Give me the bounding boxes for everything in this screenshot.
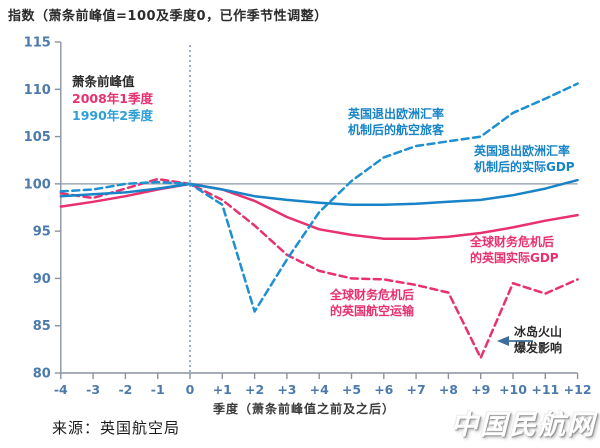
annotation-line: 全球财务危机后 — [330, 288, 415, 302]
legend-item-2008: 2008年1季度 — [72, 91, 153, 106]
annotation-line: 机制后的航空旅客 — [348, 123, 445, 137]
legend-title: 萧条前峰值 — [72, 74, 135, 89]
x-tick-label: +5 — [342, 382, 361, 397]
annotation-line: 全球财务危机后 — [470, 235, 555, 249]
annotation-gfc-air-transport: 全球财务危机后 的英国航空运输 — [330, 287, 414, 319]
x-tick-label: +3 — [277, 382, 296, 397]
x-tick-label: +9 — [471, 382, 490, 397]
annotation-line: 的英国航空运输 — [330, 304, 415, 318]
annotation-line: 机制后的实际GDP — [474, 160, 575, 174]
x-tick-label: -2 — [118, 382, 132, 397]
y-tick-label: 110 — [24, 83, 51, 98]
x-tick-label: +4 — [310, 382, 329, 397]
annotation-line: 的英国实际GDP — [470, 251, 559, 265]
volcano-arrow-head — [497, 336, 509, 346]
annotation-line: 冰岛火山 — [514, 325, 563, 339]
x-tick-label: +7 — [407, 382, 426, 397]
y-tick-label: 95 — [33, 225, 51, 240]
y-tick-label: 80 — [33, 367, 51, 382]
y-tick-label: 100 — [24, 177, 51, 192]
series-line-0 — [59, 182, 579, 240]
x-tick-label: -3 — [86, 382, 100, 397]
series-line-2 — [59, 178, 579, 206]
series-line-3 — [59, 82, 579, 313]
annotation-gfc-gdp: 全球财务危机后 的英国实际GDP — [470, 234, 559, 266]
x-tick-label: +11 — [531, 382, 559, 397]
annotation-volcano: 冰岛火山 爆发影响 — [514, 324, 562, 356]
annotation-line: 英国退出欧洲汇率 — [474, 144, 571, 158]
y-tick-label: 85 — [33, 319, 51, 334]
x-tick-label: +8 — [439, 382, 458, 397]
annotation-line: 爆发影响 — [514, 341, 563, 355]
source-note: 来源：英国航空局 — [52, 419, 181, 437]
x-tick-label: +10 — [499, 382, 527, 397]
annotation-erm-gdp: 英国退出欧洲汇率 机制后的实际GDP — [474, 143, 575, 175]
x-tick-label: 0 — [186, 382, 195, 397]
x-tick-label: +12 — [564, 382, 592, 397]
x-tick-label: +2 — [245, 382, 264, 397]
x-tick-label: -1 — [151, 382, 165, 397]
annotation-line: 英国退出欧洲汇率 — [348, 107, 445, 121]
x-tick-label: +1 — [213, 382, 232, 397]
y-tick-label: 115 — [24, 36, 51, 51]
series-line-1 — [59, 177, 579, 360]
page-title: 指数（萧条前峰值=100及季度0，已作季节性调整） — [8, 9, 328, 24]
y-tick-label: 90 — [33, 272, 51, 287]
legend-item-1990: 1990年2季度 — [72, 108, 153, 123]
x-axis-title: 季度（萧条前峰值之前及之后） — [213, 402, 396, 416]
annotation-erm-air-passengers: 英国退出欧洲汇率 机制后的航空旅客 — [348, 106, 444, 138]
legend: 萧条前峰值 2008年1季度 1990年2季度 — [72, 73, 153, 124]
y-tick-label: 105 — [24, 130, 51, 145]
watermark-logo: 中国民航网 — [451, 410, 596, 441]
x-tick-label: -4 — [54, 382, 68, 397]
x-tick-label: +6 — [374, 382, 393, 397]
